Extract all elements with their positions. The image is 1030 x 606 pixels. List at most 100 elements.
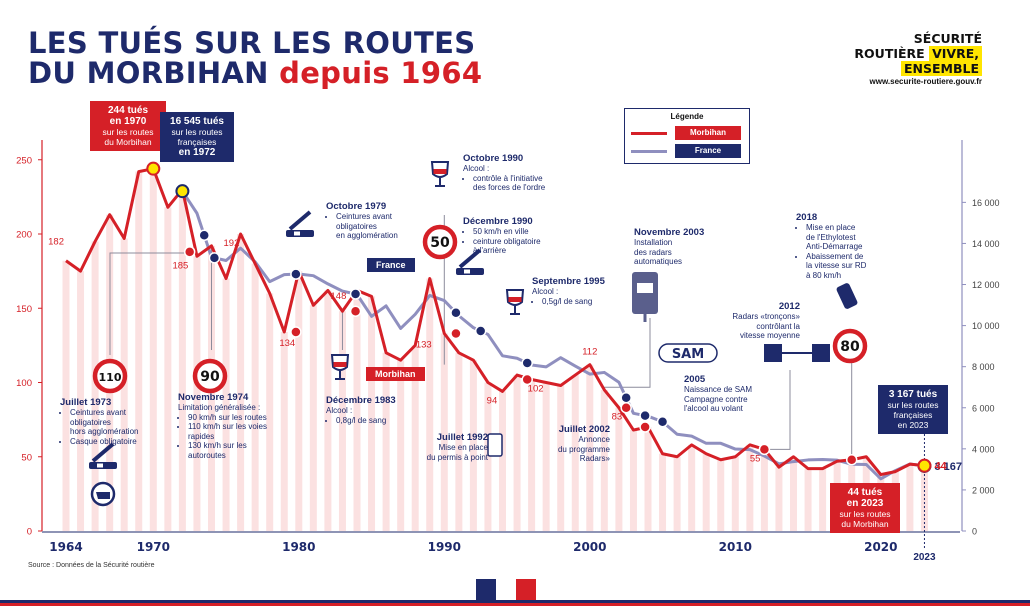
highlight-1970 <box>146 161 161 176</box>
sam-logo <box>658 343 718 363</box>
seatbelt-strap-0 <box>288 210 312 231</box>
bar-1981 <box>309 305 317 531</box>
bar-1970 <box>149 168 157 531</box>
marker-morbihan-5 <box>620 401 632 414</box>
bar-1995 <box>513 375 521 531</box>
section-camera-left <box>764 344 782 362</box>
bar-2003 <box>629 430 637 531</box>
annotation-1979: Octobre 1979 Ceintures avant obligatoire… <box>326 201 398 241</box>
bar-1976 <box>237 234 245 531</box>
annotation-2018: 2018 Mise en place de l'Ethylotest Anti-… <box>796 212 866 280</box>
annotation-leaders <box>109 215 925 548</box>
series-france <box>181 190 925 481</box>
point-label-m1989: 133 <box>416 339 432 350</box>
point-label-m2000: 112 <box>582 347 597 358</box>
legend-swatch-morbihan <box>631 132 667 135</box>
bar-2001 <box>600 389 608 531</box>
bar-1975 <box>222 278 230 531</box>
point-label-end-morbihan: 44 <box>934 461 947 473</box>
left-tick-label: 0 <box>27 527 32 538</box>
seatbelt-buckle-2 <box>464 269 470 274</box>
bar-2016 <box>819 468 827 531</box>
brand-url[interactable]: www.securite-routiere.gouv.fr <box>869 77 982 86</box>
right-tick-label: 4 000 <box>972 444 995 454</box>
bar-1997 <box>542 382 550 531</box>
highlight-1972 <box>175 184 190 199</box>
legend-label-france: France <box>675 144 741 158</box>
bar-1988 <box>411 345 419 531</box>
sam-logo-text: SAM <box>672 347 704 362</box>
permit-points-icon <box>487 433 503 457</box>
marker-france-6 <box>521 357 533 369</box>
marker-france-7 <box>620 392 632 404</box>
left-tick-label: 200 <box>16 230 32 241</box>
x-tick-label: 2000 <box>573 540 606 554</box>
bar-2022 <box>906 464 914 531</box>
marker-morbihan-6 <box>639 421 651 433</box>
brand-line-2: ROUTIÈRE VIVRE, <box>854 46 982 61</box>
annotation-1990-december: Décembre 1990 50 km/h en villeceinture o… <box>463 216 541 256</box>
callout-1970-morbihan: 244 tués en 1970 sur les routes du Morbi… <box>90 101 166 151</box>
wine-liquid-1 <box>333 362 347 367</box>
right-tick-label: 8 000 <box>972 362 995 372</box>
right-tick-label: 12 000 <box>972 280 1000 290</box>
annotation-2002: Juillet 2002 Annonce du programme Radars… <box>557 424 610 463</box>
speed-sign-s50-ring <box>422 224 458 260</box>
speed-sign-s90-label: 90 <box>200 369 220 385</box>
source-note: Source : Données de la Sécurité routière <box>28 562 155 569</box>
bar-2010 <box>731 456 739 531</box>
seatbelt-strap-1 <box>91 442 115 463</box>
annotation-2005: 2005 Naissance de SAM Campagne contre l'… <box>684 374 753 413</box>
bar-1998 <box>557 385 565 531</box>
leader-line-5 <box>764 370 791 450</box>
bar-1978 <box>266 293 274 531</box>
seatbelt-strap-2 <box>458 248 482 269</box>
speed-sign-s50-label: 50 <box>430 235 450 251</box>
annotation-1990-october: Octobre 1990 Alcool : contrôle à l'initi… <box>463 153 545 193</box>
marker-france-8 <box>639 409 651 422</box>
bar-1980 <box>295 271 303 531</box>
section-camera-right <box>812 344 830 362</box>
annotation-1983: Décembre 1983 Alcool : 0,8g/l de sang <box>326 395 396 425</box>
speed-camera-lens <box>637 283 653 293</box>
annotation-1974: Novembre 1974 Limitation généralisée : 9… <box>178 392 267 460</box>
bar-1964 <box>62 260 70 531</box>
point-label-m1964: 182 <box>48 237 64 248</box>
legend: Légende Morbihan France <box>624 108 750 164</box>
point-label-m1993: 94 <box>487 395 498 406</box>
marker-france-4 <box>450 306 462 319</box>
brand-block: SÉCURITÉ ROUTIÈRE VIVRE, ENSEMBLE <box>854 31 982 76</box>
point-label-end-france: 3 167 <box>934 461 962 473</box>
series-tag-morbihan: Morbihan <box>366 367 425 381</box>
bar-2008 <box>702 453 710 531</box>
bar-2013 <box>775 467 783 531</box>
marker-france-3 <box>349 288 362 300</box>
bar-2002 <box>615 407 623 531</box>
series-tag-france: France <box>367 258 415 272</box>
x-tick-label: 1964 <box>49 540 82 554</box>
marker-morbihan-7 <box>758 443 771 456</box>
highlight-2023-morbihan <box>917 458 932 473</box>
legend-label-morbihan: Morbihan <box>675 126 741 140</box>
speed-sign-s80-ring <box>832 328 868 364</box>
left-tick-label: 50 <box>21 452 32 463</box>
bar-1973 <box>193 256 201 531</box>
speed-sign-s90-ring <box>192 358 228 394</box>
tick-labels: 0 50 100 150 200 250 0 2 000 4 000 6 000 8 000 10 0… <box>16 155 999 563</box>
bar-2004 <box>644 427 652 531</box>
marker-france-2 <box>290 268 302 280</box>
bar-2014 <box>790 456 797 531</box>
line-france <box>181 190 925 481</box>
republic-flag-logo <box>476 579 536 601</box>
legend-title: Légende <box>670 112 704 121</box>
bottom-stripe-navy <box>0 600 1030 603</box>
right-tick-label: 16 000 <box>972 198 1000 208</box>
marker-morbihan-1 <box>290 326 302 338</box>
bar-2011 <box>746 444 754 531</box>
right-tick-label: 10 000 <box>972 321 1000 331</box>
marker-france-1 <box>208 252 221 264</box>
wine-liquid-0 <box>433 169 447 174</box>
seatbelt-buckle-1 <box>97 463 103 468</box>
annotation-1973: Juillet 1973 Ceintures avant obligatoire… <box>60 397 138 446</box>
